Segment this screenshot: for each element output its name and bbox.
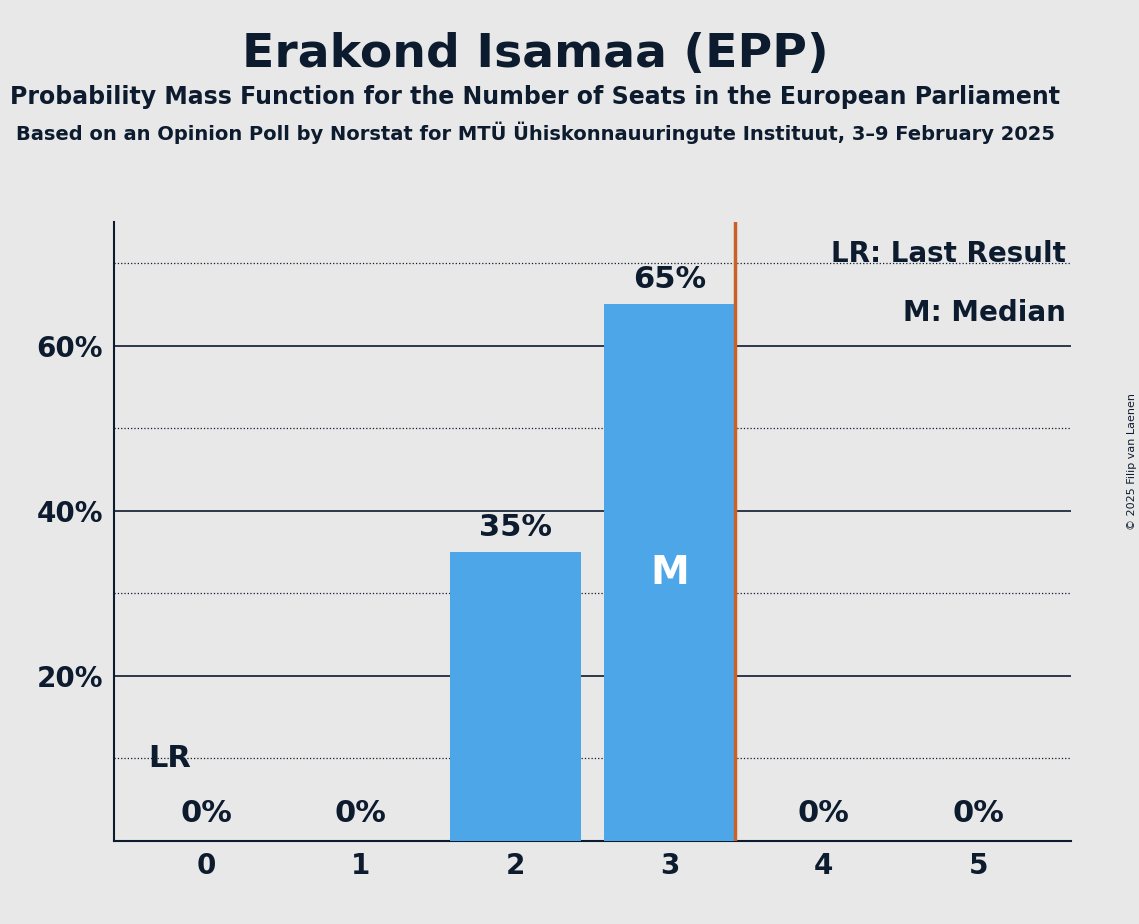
- Text: © 2025 Filip van Laenen: © 2025 Filip van Laenen: [1126, 394, 1137, 530]
- Text: 0%: 0%: [335, 799, 387, 829]
- Text: 35%: 35%: [478, 513, 551, 542]
- Text: LR: Last Result: LR: Last Result: [831, 240, 1066, 268]
- Text: Based on an Opinion Poll by Norstat for MTÜ Ühiskonnauuringute Instituut, 3–9 Fe: Based on an Opinion Poll by Norstat for …: [16, 122, 1055, 144]
- Text: LR: LR: [148, 744, 190, 772]
- Text: 0%: 0%: [181, 799, 232, 829]
- Text: Probability Mass Function for the Number of Seats in the European Parliament: Probability Mass Function for the Number…: [10, 85, 1060, 109]
- Text: M: Median: M: Median: [903, 299, 1066, 327]
- Text: 65%: 65%: [633, 265, 706, 295]
- Text: Erakond Isamaa (EPP): Erakond Isamaa (EPP): [241, 32, 829, 78]
- Text: M: M: [650, 553, 689, 591]
- Text: 0%: 0%: [797, 799, 850, 829]
- Bar: [604, 304, 735, 841]
- Text: 0%: 0%: [952, 799, 1003, 829]
- Bar: [450, 552, 581, 841]
